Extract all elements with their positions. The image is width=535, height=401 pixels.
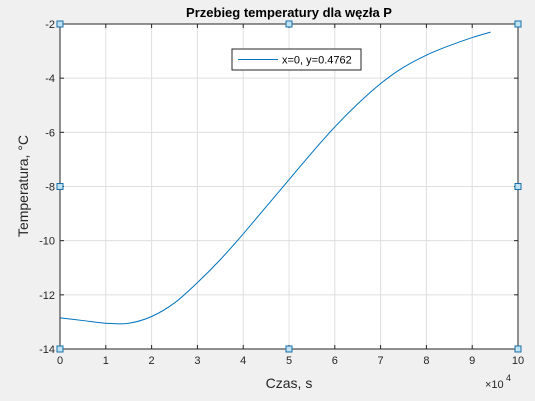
x-tick-label: 7 <box>378 355 384 367</box>
resize-handles <box>56 20 522 353</box>
resize-handle[interactable] <box>514 345 522 353</box>
resize-handle[interactable] <box>285 345 293 353</box>
y-tick-label: -14 <box>39 344 55 356</box>
x-tick-label: 3 <box>194 355 200 367</box>
y-tick-label: -6 <box>45 127 55 139</box>
x-tick-label: 10 <box>512 355 524 367</box>
resize-handle[interactable] <box>514 183 522 190</box>
legend[interactable]: x=0, y=0.4762 <box>231 48 362 71</box>
y-tick-label: -2 <box>45 19 55 31</box>
series-layer <box>59 31 491 325</box>
x-tick-label: 5 <box>286 355 292 367</box>
resize-handle[interactable] <box>514 20 522 28</box>
x-exponent: ×10 4 <box>485 373 511 391</box>
x-exponent-power: 4 <box>506 373 511 383</box>
y-tick-label: -4 <box>45 73 55 85</box>
x-tick-label: 9 <box>469 355 475 367</box>
resize-handle[interactable] <box>285 20 293 28</box>
chart-title: Przebieg temperatury dla węzła P <box>186 5 392 20</box>
x-tick-label: 8 <box>423 355 429 367</box>
series-line-0[interactable] <box>59 31 491 325</box>
y-tick-label: -12 <box>39 290 55 302</box>
x-tick-label: 1 <box>103 355 109 367</box>
x-tick-label: 6 <box>332 355 338 367</box>
resize-handle[interactable] <box>56 20 64 28</box>
x-exponent-base: ×10 <box>485 379 504 391</box>
legend-box <box>231 48 362 71</box>
x-axis-label: Czas, s <box>266 375 313 391</box>
x-tick-label: 4 <box>240 355 246 367</box>
x-tick-label: 0 <box>57 355 63 367</box>
resize-handle[interactable] <box>56 183 64 190</box>
y-tick-label: -8 <box>45 182 55 194</box>
x-tick-label: 2 <box>149 355 155 367</box>
y-axis-label: Temperatura, °C <box>15 135 31 237</box>
resize-handle[interactable] <box>56 345 64 353</box>
legend-entry: x=0, y=0.4762 <box>282 55 352 67</box>
ticks: 0 1 2 3 4 5 6 7 8 9 10 -14 -12 -10 -8 -6 -4 -2 <box>39 19 524 367</box>
y-tick-label: -10 <box>39 236 55 248</box>
